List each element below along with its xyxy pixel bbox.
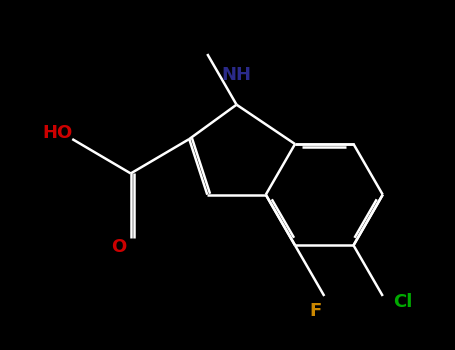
Text: NH: NH — [222, 66, 252, 84]
Text: Cl: Cl — [394, 293, 413, 311]
Text: O: O — [111, 238, 126, 255]
Text: F: F — [309, 302, 322, 320]
Text: HO: HO — [42, 124, 73, 142]
